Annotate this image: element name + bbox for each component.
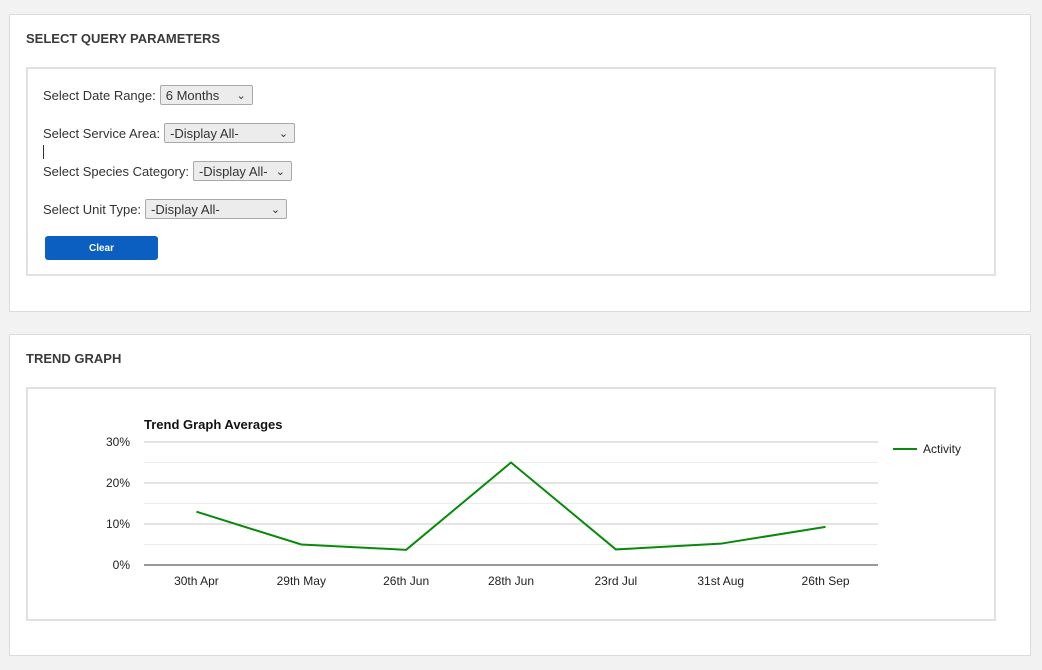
- y-axis-ticks: 0% 10% 20% 30%: [106, 435, 130, 572]
- service-area-label: Select Service Area:: [43, 125, 161, 141]
- chart-legend: Activity: [893, 442, 961, 456]
- unit-type-row: Select Unit Type: -Display All- ⌄: [43, 198, 288, 220]
- chevron-down-icon: ⌄: [236, 89, 246, 102]
- species-category-value: -Display All-: [198, 163, 268, 179]
- y-tick-label: 20%: [106, 476, 130, 490]
- trend-graph-panel: TREND GRAPH Trend Graph Averages 0% 10% 20…: [9, 334, 1031, 656]
- trend-panel-title: TREND GRAPH: [26, 351, 122, 366]
- species-category-label: Select Species Category:: [43, 163, 189, 179]
- service-area-row: Select Service Area: -Display All- ⌄: [43, 122, 296, 144]
- x-tick-label: 29th May: [277, 574, 326, 588]
- x-tick-label: 26th Jun: [383, 574, 429, 588]
- y-tick-label: 30%: [106, 435, 130, 449]
- clear-button[interactable]: Clear: [45, 236, 158, 260]
- query-panel-title: SELECT QUERY PARAMETERS: [26, 31, 221, 46]
- data-point[interactable]: [508, 460, 514, 466]
- data-point[interactable]: [193, 509, 199, 515]
- unit-type-select[interactable]: -Display All- ⌄: [145, 199, 288, 219]
- query-form: Select Date Range: 6 Months ⌄ Select Ser…: [26, 67, 996, 276]
- chevron-down-icon: ⌄: [275, 165, 285, 178]
- date-range-select[interactable]: 6 Months ⌄: [159, 85, 253, 105]
- series-line-activity: [196, 461, 826, 551]
- date-range-value: 6 Months: [165, 87, 220, 103]
- species-category-row: Select Species Category: -Display All- ⌄: [43, 160, 292, 182]
- x-tick-label: 26th Sep: [802, 574, 850, 588]
- chart-title: Trend Graph Averages: [144, 417, 282, 432]
- chart-series: [193, 460, 829, 553]
- data-point[interactable]: [613, 546, 619, 552]
- date-range-row: Select Date Range: 6 Months ⌄: [43, 84, 253, 106]
- unit-type-value: -Display All-: [151, 201, 220, 217]
- data-point[interactable]: [718, 541, 724, 547]
- x-tick-label: 30th Apr: [174, 574, 219, 588]
- y-tick-label: 10%: [106, 517, 130, 531]
- data-point[interactable]: [298, 542, 304, 548]
- chevron-down-icon: ⌄: [278, 127, 289, 140]
- service-area-select[interactable]: -Display All- ⌄: [164, 123, 296, 143]
- text-caret: [43, 145, 44, 159]
- service-area-value: -Display All-: [170, 125, 239, 141]
- chevron-down-icon: ⌄: [270, 203, 281, 216]
- legend-label[interactable]: Activity: [923, 442, 961, 456]
- trend-chart: Trend Graph Averages 0% 10% 20% 30% 30th Ap…: [106, 417, 961, 588]
- x-tick-label: 28th Jun: [488, 574, 534, 588]
- data-point[interactable]: [403, 547, 409, 553]
- y-tick-label: 0%: [113, 558, 131, 572]
- chart-container: Trend Graph Averages 0% 10% 20% 30% 30th Ap…: [26, 387, 996, 621]
- x-tick-label: 31st Aug: [697, 574, 744, 588]
- x-tick-label: 23rd Jul: [595, 574, 638, 588]
- unit-type-label: Select Unit Type:: [43, 201, 142, 217]
- data-point[interactable]: [823, 524, 829, 530]
- query-parameters-panel: SELECT QUERY PARAMETERS Select Date Rang…: [9, 14, 1031, 312]
- species-category-select[interactable]: -Display All- ⌄: [192, 161, 292, 181]
- date-range-label: Select Date Range:: [43, 87, 156, 103]
- x-axis-ticks: 30th Apr 29th May 26th Jun 28th Jun 23rd Jul…: [174, 574, 850, 588]
